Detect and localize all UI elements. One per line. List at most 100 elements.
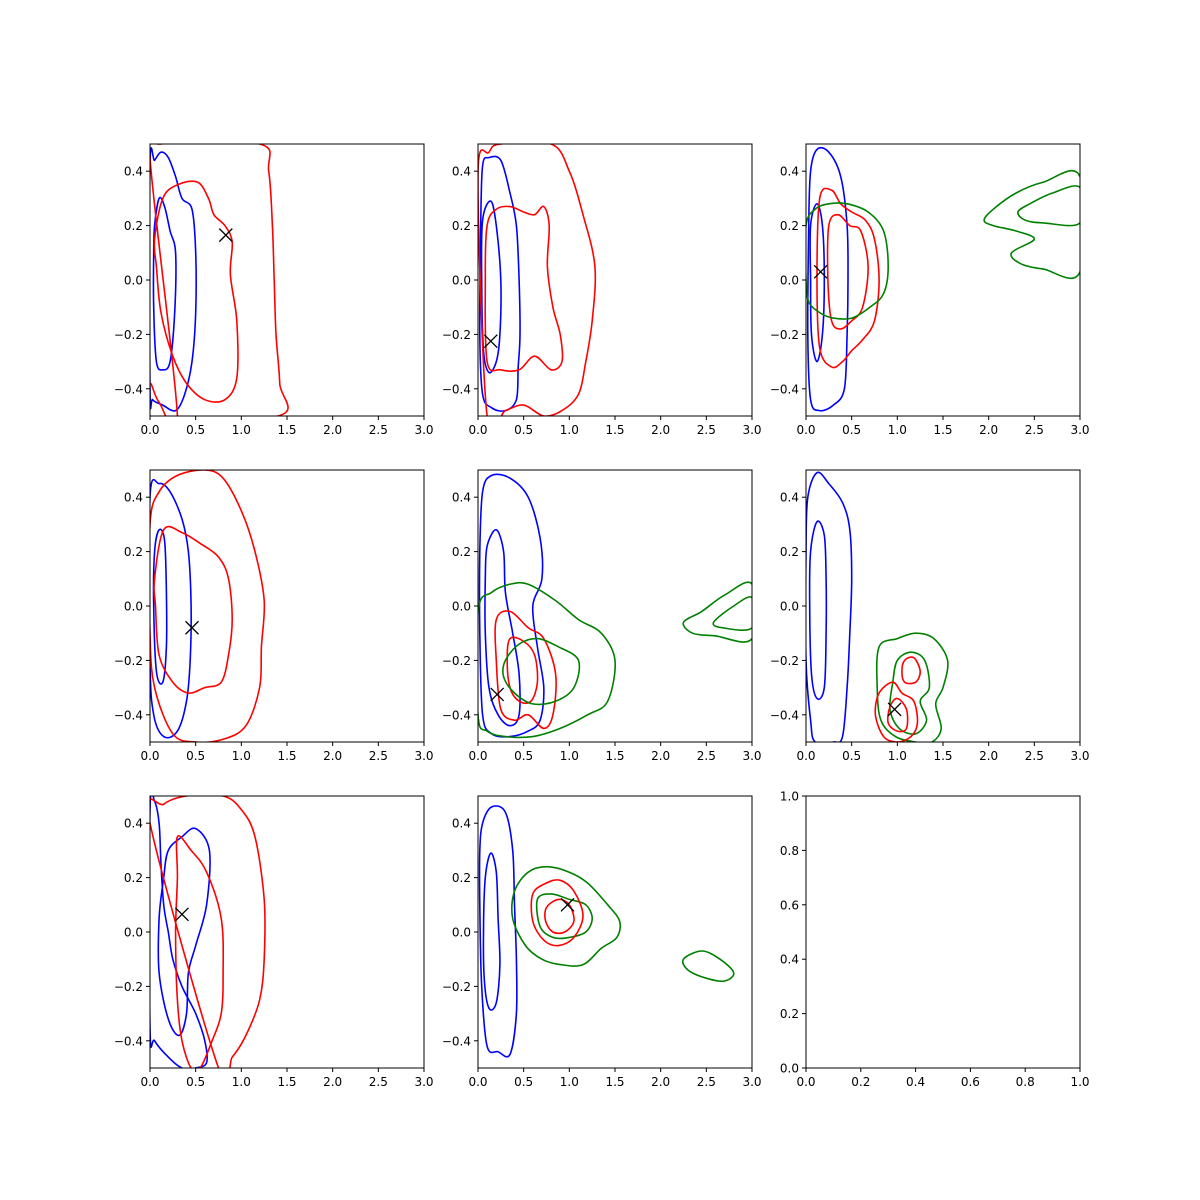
y-tick-label: 0.4 <box>780 491 799 505</box>
y-tick-label: 0.4 <box>452 491 471 505</box>
y-tick-label: −0.2 <box>114 980 143 994</box>
contour-line-4 <box>506 636 539 705</box>
x-tick-label: 3.0 <box>742 423 761 437</box>
contour-line-7 <box>1017 185 1080 227</box>
contour-line-2 <box>152 528 168 685</box>
x-tick-label: 0.5 <box>186 1075 205 1089</box>
contour-line-3 <box>150 796 266 1068</box>
contour-line-4 <box>826 213 869 330</box>
subplot-row1-col3: 0.0 0.5 1.0 1.5 2.0 2.5 3.0 −0.4 −0.2 0.0 0.2 0.4 <box>770 143 1090 437</box>
x-tick-label: 0.0 <box>796 1075 815 1089</box>
x-tick-label: 1.0 <box>232 423 251 437</box>
contour-line-3 <box>510 865 622 967</box>
x-tick-label: 3.0 <box>414 749 433 763</box>
y-tick-label: 0.4 <box>452 165 471 179</box>
y-tick-label: 0.8 <box>780 844 799 858</box>
x-marker <box>813 264 828 279</box>
x-tick-label: 3.0 <box>742 1075 761 1089</box>
contour-line-1 <box>478 805 518 1058</box>
contour-layer <box>806 471 949 742</box>
contour-layer <box>150 470 266 742</box>
x-tick-label: 2.0 <box>323 423 342 437</box>
contour-line-6 <box>502 637 581 706</box>
x-tick-label: 3.0 <box>1070 423 1089 437</box>
subplot-row1-col1: 0.0 0.5 1.0 1.5 2.0 2.5 3.0 −0.4 −0.2 0.0 0.2 0.4 <box>114 143 434 437</box>
subplot-row3-col2: 0.0 0.5 1.0 1.5 2.0 2.5 3.0 −0.4 −0.2 0.0 0.2 0.4 <box>442 795 762 1089</box>
x-tick-label: 0.5 <box>842 749 861 763</box>
x-tick-label: 2.5 <box>369 749 388 763</box>
y-tick-label: 0.0 <box>124 274 143 288</box>
x-tick-label: 1.0 <box>888 749 907 763</box>
y-tick-label: −0.2 <box>442 980 471 994</box>
y-tick-label: −0.2 <box>770 654 799 668</box>
x-tick-label: 0.2 <box>851 1075 870 1089</box>
contour-line-3 <box>478 144 597 416</box>
y-tick-label: 0.6 <box>780 898 799 912</box>
y-tick-label: −0.4 <box>442 382 471 396</box>
x-tick-label: 0.4 <box>906 1075 925 1089</box>
contour-line-6 <box>886 697 909 733</box>
axes-frame <box>805 143 1081 417</box>
contour-line-4 <box>174 835 225 1068</box>
y-tick-label: 0.2 <box>124 545 143 559</box>
x-tick-label: 1.5 <box>605 749 624 763</box>
y-tick-label: −0.4 <box>114 382 143 396</box>
y-tick-label: 0.0 <box>780 274 799 288</box>
axes-frame <box>805 795 1081 1069</box>
contour-line-1 <box>806 471 853 742</box>
x-tick-label: 1.0 <box>1070 1075 1089 1089</box>
y-tick-label: −0.4 <box>442 1034 471 1048</box>
x-tick-label: 2.0 <box>979 749 998 763</box>
contour-layer <box>150 796 266 1068</box>
x-tick-label: 0.0 <box>468 749 487 763</box>
contour-line-2 <box>484 529 521 727</box>
contour-line-7 <box>901 656 922 685</box>
x-tick-label: 1.5 <box>605 1075 624 1089</box>
y-tick-label: 0.2 <box>452 871 471 885</box>
y-tick-label: 0.4 <box>124 817 143 831</box>
x-tick-label: 0.0 <box>796 423 815 437</box>
contour-line-6 <box>983 169 1080 279</box>
contour-line-4 <box>535 893 593 940</box>
x-tick-label: 3.0 <box>1070 749 1089 763</box>
x-tick-label: 0.0 <box>140 423 159 437</box>
y-tick-label: 0.4 <box>780 165 799 179</box>
y-tick-label: −0.4 <box>114 1034 143 1048</box>
y-tick-label: −0.2 <box>770 328 799 342</box>
x-marker <box>887 702 902 717</box>
x-tick-label: 0.5 <box>514 749 533 763</box>
y-tick-label: 0.0 <box>452 600 471 614</box>
x-marker <box>483 334 498 349</box>
x-tick-label: 0.8 <box>1016 1075 1035 1089</box>
contour-layer <box>806 146 1080 412</box>
subplot-row2-col3: 0.0 0.5 1.0 1.5 2.0 2.5 3.0 −0.4 −0.2 0.0 0.2 0.4 <box>770 469 1090 763</box>
x-tick-label: 2.5 <box>1025 749 1044 763</box>
y-tick-label: 0.2 <box>124 871 143 885</box>
axes-frame <box>477 795 753 1069</box>
x-tick-label: 2.5 <box>697 1075 716 1089</box>
x-tick-label: 0.0 <box>468 423 487 437</box>
contour-line-5 <box>478 581 616 739</box>
subplot-row3-col1: 0.0 0.5 1.0 1.5 2.0 2.5 3.0 −0.4 −0.2 0.0 0.2 0.4 <box>114 795 434 1089</box>
contour-line-7 <box>681 950 735 983</box>
subplot-row1-col2: 0.0 0.5 1.0 1.5 2.0 2.5 3.0 −0.4 −0.2 0.0 0.2 0.4 <box>442 143 762 437</box>
x-tick-label: 1.5 <box>933 749 952 763</box>
y-tick-label: 0.0 <box>452 274 471 288</box>
x-marker <box>185 620 199 635</box>
contour-line-5 <box>806 202 889 320</box>
x-tick-label: 2.5 <box>697 423 716 437</box>
contour-line-2 <box>482 852 501 1011</box>
x-tick-label: 2.0 <box>651 1075 670 1089</box>
x-tick-label: 1.0 <box>888 423 907 437</box>
y-tick-label: 0.2 <box>124 219 143 233</box>
contour-line-6 <box>544 898 575 935</box>
x-tick-label: 0.5 <box>186 423 205 437</box>
contour-line-1 <box>478 155 521 412</box>
contour-layer <box>478 144 597 416</box>
x-tick-label: 0.0 <box>140 1075 159 1089</box>
y-tick-label: 0.4 <box>780 953 799 967</box>
y-tick-label: 0.2 <box>780 219 799 233</box>
axes-frame <box>149 143 425 417</box>
x-tick-label: 0.5 <box>186 749 205 763</box>
